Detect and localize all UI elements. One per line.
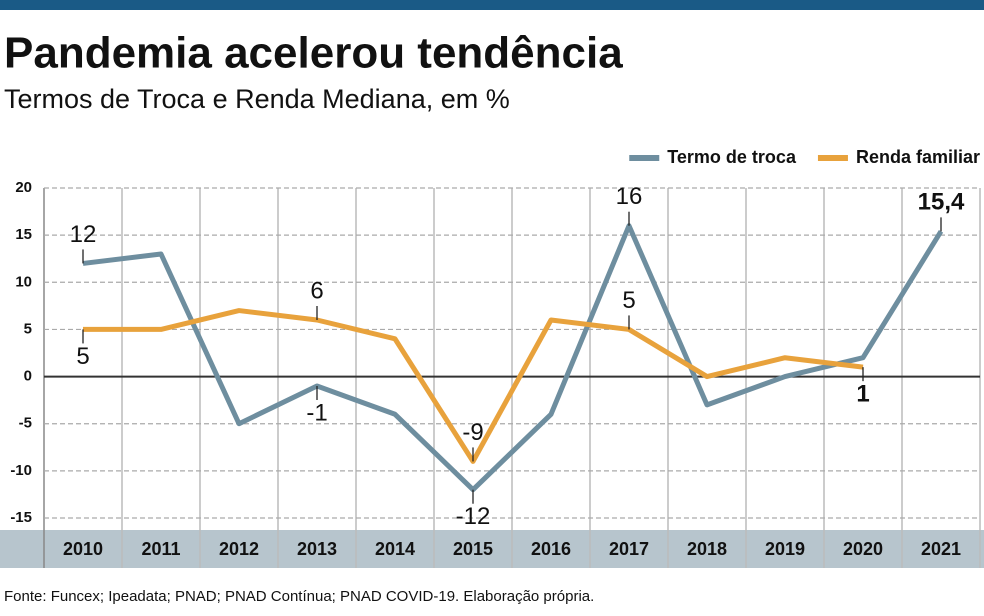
legend-label: Termo de troca (667, 147, 797, 167)
x-tick-label: 2011 (141, 539, 180, 559)
data-label: 5 (76, 343, 89, 370)
chart-title: Pandemia acelerou tendência (4, 29, 623, 78)
y-tick-label: -5 (19, 415, 32, 432)
data-label: -12 (456, 503, 491, 530)
data-label: 12 (70, 221, 97, 248)
series-line (82, 223, 944, 493)
x-tick-label: 2014 (375, 539, 415, 559)
x-tick-label: 2020 (843, 539, 883, 559)
x-tick-label: 2013 (297, 539, 337, 559)
y-tick-label: 0 (24, 368, 32, 385)
x-tick-label: 2018 (687, 539, 727, 559)
chart-subtitle: Termos de Troca e Renda Mediana, em % (4, 84, 510, 114)
y-tick-label: 10 (15, 273, 32, 290)
x-tick-label: 2015 (453, 539, 493, 559)
category-band (0, 530, 984, 568)
data-label: 1 (856, 380, 869, 407)
data-label: -1 (306, 399, 327, 426)
x-tick-label: 2010 (63, 539, 103, 559)
y-tick-label: 5 (24, 320, 32, 337)
x-tick-label: 2012 (219, 539, 259, 559)
data-label: 15,4 (918, 189, 965, 216)
y-tick-label: -10 (10, 462, 32, 479)
data-label: 16 (616, 183, 643, 210)
data-label: -9 (462, 419, 483, 446)
x-tick-label: 2021 (921, 539, 961, 559)
y-tick-label: -15 (10, 509, 32, 526)
legend-label: Renda familiar (856, 147, 980, 167)
y-tick-label: 20 (15, 179, 32, 196)
top-bar (0, 0, 984, 10)
source: Fonte: Funcex; Ipeadata; PNAD; PNAD Cont… (4, 588, 594, 605)
data-label: 6 (310, 277, 323, 304)
y-tick-label: 15 (15, 226, 32, 243)
series-line (83, 308, 864, 464)
x-tick-label: 2016 (531, 539, 571, 559)
x-tick-label: 2019 (765, 539, 805, 559)
data-label: 5 (622, 287, 635, 314)
x-tick-label: 2017 (609, 539, 649, 559)
